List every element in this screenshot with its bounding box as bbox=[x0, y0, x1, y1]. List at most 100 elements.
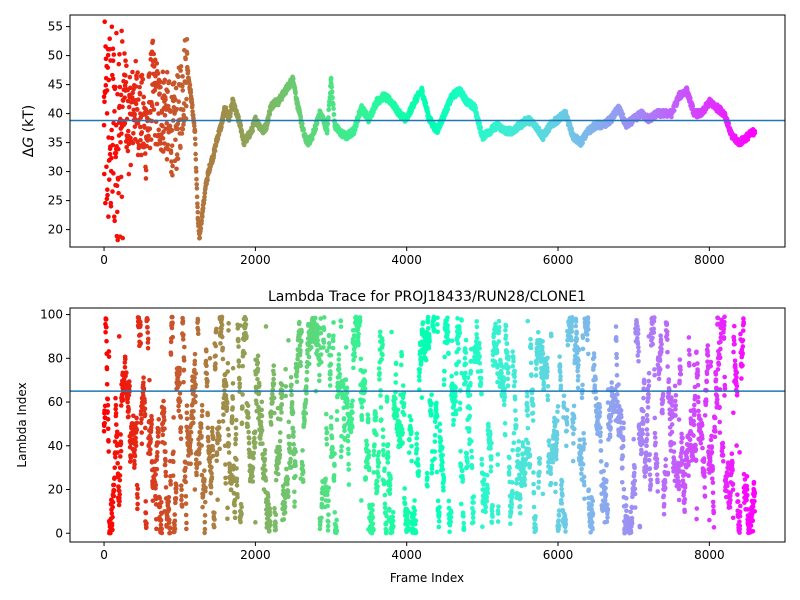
lambda-point bbox=[281, 517, 287, 522]
delta-g-point bbox=[102, 99, 107, 105]
delta-g-point bbox=[139, 72, 145, 78]
delta-g-point bbox=[117, 51, 122, 57]
lambda-point bbox=[162, 441, 167, 446]
lambda-point bbox=[371, 452, 377, 458]
lambda-point bbox=[204, 371, 210, 376]
delta-g-point bbox=[329, 84, 334, 90]
lambda-point bbox=[279, 402, 285, 407]
lambda-point bbox=[118, 432, 123, 437]
delta-g-point bbox=[173, 85, 179, 91]
lambda-point bbox=[113, 454, 118, 460]
lambda-point bbox=[145, 330, 151, 335]
delta-g-point bbox=[126, 171, 132, 177]
lambda-point bbox=[376, 460, 382, 465]
lambda-point bbox=[359, 413, 365, 418]
lambda-point bbox=[330, 338, 336, 344]
lambda-point bbox=[163, 485, 169, 490]
lambda-point bbox=[328, 361, 334, 367]
lambda-point bbox=[217, 433, 222, 439]
lambda-point bbox=[132, 453, 138, 459]
delta-g-point bbox=[112, 109, 117, 114]
delta-g-point bbox=[142, 151, 148, 156]
lambda-point bbox=[142, 406, 148, 411]
lambda-point bbox=[232, 515, 238, 521]
lambda-point bbox=[251, 450, 257, 456]
lambda-point bbox=[301, 469, 306, 475]
delta-g-point bbox=[130, 69, 135, 75]
delta-g-point bbox=[123, 58, 128, 64]
lambda-point bbox=[250, 473, 255, 479]
lambda-point bbox=[270, 391, 275, 397]
lambda-point bbox=[103, 317, 109, 322]
lambda-point bbox=[163, 473, 169, 479]
lambda-panel: Lambda Trace for PROJ18433/RUN28/CLONE1 … bbox=[15, 289, 786, 585]
lambda-point bbox=[230, 396, 236, 401]
delta-g-point bbox=[473, 105, 479, 111]
lambda-point bbox=[204, 383, 210, 389]
lambda-point bbox=[101, 428, 107, 434]
delta-g-point bbox=[331, 106, 336, 111]
lambda-point bbox=[273, 527, 279, 532]
lambda-point bbox=[285, 493, 291, 499]
delta-g-point bbox=[420, 89, 425, 95]
lambda-point bbox=[246, 429, 251, 435]
lambda-point bbox=[158, 517, 164, 523]
lambda-point bbox=[213, 343, 219, 349]
lambda-point bbox=[373, 430, 378, 435]
lambda-point bbox=[325, 528, 331, 533]
lambda-point bbox=[184, 410, 190, 416]
lambda-point bbox=[197, 429, 203, 435]
lambda-point bbox=[240, 405, 245, 411]
delta-g-point bbox=[170, 163, 175, 169]
lambda-point bbox=[585, 351, 591, 357]
lambda-point bbox=[257, 383, 262, 388]
lambda-point bbox=[366, 449, 372, 454]
delta-g-point bbox=[135, 152, 141, 158]
lambda-point bbox=[227, 461, 232, 467]
delta-g-point bbox=[157, 91, 162, 97]
lambda-point bbox=[321, 327, 327, 333]
delta-g-point bbox=[174, 166, 179, 172]
lambda-point bbox=[117, 473, 123, 478]
lambda-points bbox=[101, 314, 758, 536]
lambda-point bbox=[378, 393, 383, 398]
lambda-point bbox=[229, 414, 235, 419]
lambda-point bbox=[154, 453, 160, 459]
delta-g-point bbox=[160, 136, 166, 141]
lambda-point bbox=[246, 436, 252, 441]
lambda-point bbox=[217, 437, 222, 443]
delta-g-point bbox=[193, 157, 199, 162]
lambda-point bbox=[236, 337, 241, 342]
delta-g-point bbox=[173, 137, 178, 143]
y-tick-label: 25 bbox=[48, 194, 63, 208]
delta-g-point bbox=[149, 103, 155, 109]
lambda-point bbox=[184, 403, 190, 408]
delta-g-point bbox=[183, 56, 188, 62]
lambda-point bbox=[183, 501, 189, 506]
lambda-point bbox=[300, 479, 306, 485]
lambda-point bbox=[235, 494, 240, 500]
lambda-point bbox=[292, 499, 297, 505]
lambda-point bbox=[117, 477, 123, 483]
lambda-point bbox=[204, 348, 209, 354]
delta-g-point bbox=[106, 77, 112, 83]
lambda-point bbox=[221, 412, 226, 417]
lambda-point bbox=[229, 420, 235, 426]
delta-g-point bbox=[133, 101, 139, 107]
lambda-point bbox=[306, 361, 312, 367]
lambda-point bbox=[233, 425, 239, 431]
lambda-point bbox=[113, 422, 119, 427]
delta-g-point bbox=[148, 108, 153, 114]
lambda-point bbox=[118, 441, 124, 446]
delta-g-point bbox=[154, 101, 160, 107]
delta-g-point bbox=[115, 237, 121, 243]
lambda-point bbox=[283, 393, 288, 399]
lambda-point bbox=[242, 351, 247, 356]
lambda-point bbox=[332, 451, 337, 457]
lambda-point bbox=[182, 344, 187, 350]
y-tick-label: 45 bbox=[48, 78, 63, 92]
delta-g-point bbox=[110, 189, 115, 194]
lambda-point bbox=[162, 462, 168, 468]
delta-g-point bbox=[199, 218, 204, 224]
lambda-point bbox=[293, 463, 298, 468]
